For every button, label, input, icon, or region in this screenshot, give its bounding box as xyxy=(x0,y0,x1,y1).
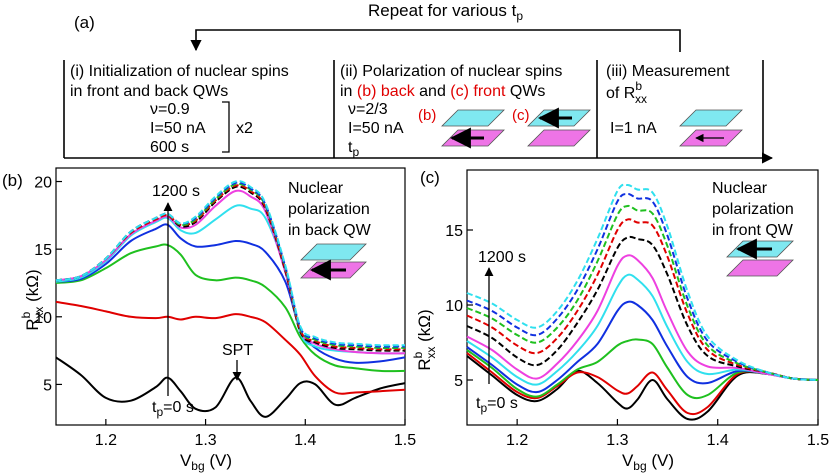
panel-c-xtick-label-2: 1.4 xyxy=(707,432,729,449)
panel-c-series-4 xyxy=(466,273,819,386)
panel-b-ytick-label-0: 5 xyxy=(43,377,52,394)
step1-time: 600 s xyxy=(150,139,189,156)
panel-c-xlabel: Vbg (V) xyxy=(622,451,674,473)
panel-c-series-7 xyxy=(466,218,819,381)
repeat-label: Repeat for various tp xyxy=(368,1,523,23)
panel-b-series-5 xyxy=(55,189,406,355)
panel-b-chart: 1.2 1.3 1.4 1.5 5 10 15 20 (b) Vbg (V) Rbxx (kΩ… xyxy=(2,167,416,473)
panel-c-legend-line3: in front QW xyxy=(712,222,794,239)
panel-b-series-4 xyxy=(55,204,406,355)
panel-c-series xyxy=(466,183,819,421)
schematic-panel: (a) Repeat for various tp (i) Initializa… xyxy=(63,1,774,164)
panel-c-series-8 xyxy=(466,204,819,381)
panel-c-series-2 xyxy=(466,338,819,400)
panel-b-xtick-label-2: 1.4 xyxy=(294,432,316,449)
panel-b-legend-front-layer xyxy=(300,243,367,261)
panel-b-legend-line3: in back QW xyxy=(288,222,372,239)
panel-b-xtick-label-3: 1.5 xyxy=(394,432,416,449)
panel-c-series-0 xyxy=(466,355,819,421)
panel-c-xtick-label-1: 1.3 xyxy=(606,432,628,449)
step2-label-c: (c) xyxy=(512,107,530,124)
step3-front-layer xyxy=(679,109,743,127)
step1-bracket xyxy=(222,101,230,153)
panel-b-series-3 xyxy=(55,223,406,364)
panel-c-frame xyxy=(466,169,819,426)
repeat-loop-arrow xyxy=(190,29,681,52)
panel-c-ytick-label-0: 5 xyxy=(454,373,463,390)
step1-filling: ν=0.9 xyxy=(150,101,190,118)
panel-label-a: (a) xyxy=(74,13,95,32)
panel-c-annotation-tp0: tp=0 s xyxy=(476,395,518,415)
panel-b-xlabel: Vbg (V) xyxy=(180,451,232,473)
panel-b-legend-line2: polarization xyxy=(288,201,370,218)
panel-c-xtick-label-3: 1.5 xyxy=(807,432,829,449)
step1-current: I=50 nA xyxy=(150,120,206,137)
step2b-front-layer xyxy=(441,109,505,127)
step2-filling: ν=2/3 xyxy=(348,101,388,118)
panel-c-ticks: 1.2 1.3 1.4 1.5 5 10 15 xyxy=(445,223,829,449)
panel-c-series-9 xyxy=(466,192,819,381)
panel-b-series-0 xyxy=(55,356,406,418)
panel-c-series-10 xyxy=(466,183,819,381)
panel-c-ytick-label-1: 10 xyxy=(445,298,463,315)
panel-b-annotation-spt: SPT xyxy=(222,342,253,359)
panel-c-ylabel: Rbxx (kΩ) xyxy=(411,309,438,370)
step1-subtitle: in front and back QWs xyxy=(70,83,228,100)
step3-subtitle: of Rb xx xyxy=(606,79,647,106)
panel-c-annotation-1200s: 1200 s xyxy=(478,249,526,266)
panel-label-c: (c) xyxy=(420,168,440,187)
panel-b-ytick-label-1: 10 xyxy=(34,310,52,327)
step1-title: (i) Initialization of nuclear spins xyxy=(70,63,289,80)
step1-repeat: x2 xyxy=(236,120,253,137)
step3-current: I=1 nA xyxy=(610,120,657,137)
panel-b-ytick-label-2: 15 xyxy=(34,242,52,259)
panel-c-series-3 xyxy=(466,300,819,394)
panel-c-ytick-label-2: 15 xyxy=(445,223,463,240)
panel-b-ytick-label-3: 20 xyxy=(34,175,52,192)
panel-c-legend-line1: Nuclear xyxy=(712,180,768,197)
panel-b-ticks: 1.2 1.3 1.4 1.5 5 10 15 20 xyxy=(34,175,416,449)
panel-b-annotation-1200s: 1200 s xyxy=(152,183,200,200)
panel-b-series-1 xyxy=(55,300,406,395)
panel-c-xtick-label-0: 1.2 xyxy=(506,432,528,449)
step2-title: (ii) Polarization of nuclear spins xyxy=(340,63,562,80)
panel-c-series-5 xyxy=(466,254,819,381)
panel-b-annotation-tp0: tp=0 s xyxy=(152,399,194,419)
step2c-back-layer xyxy=(527,129,591,147)
panel-c-legend-line2: polarization xyxy=(712,201,794,218)
panel-b-series-7 xyxy=(55,184,406,351)
panel-c-series-1 xyxy=(466,352,819,416)
step-polarization: (ii) Polarization of nuclear spins in (b… xyxy=(340,63,591,159)
panel-b-frame xyxy=(55,167,406,426)
step2-time: tp xyxy=(348,139,359,159)
step3-title: (iii) Measurement xyxy=(606,63,730,80)
panel-b-ylabel: Rbxx (kΩ) xyxy=(19,269,46,330)
panel-b-xtick-label-0: 1.2 xyxy=(95,432,117,449)
panel-c-series-6 xyxy=(466,235,819,381)
step-measurement: (iii) Measurement of Rb xx I=1 nA xyxy=(606,63,743,147)
panel-b-legend-line1: Nuclear xyxy=(288,180,344,197)
panel-b-series-2 xyxy=(55,243,406,373)
panel-b-xtick-label-1: 1.3 xyxy=(194,432,216,449)
step2-subtitle: in (b) back and (c) front QWs xyxy=(340,83,545,100)
panel-b-series-10 xyxy=(55,180,406,347)
step2-label-b: (b) xyxy=(418,107,436,124)
panel-label-b: (b) xyxy=(2,171,23,190)
step2-current: I=50 nA xyxy=(348,120,404,137)
step-initialization: (i) Initialization of nuclear spins in f… xyxy=(70,63,289,156)
panel-c-legend-back-layer xyxy=(726,259,794,277)
